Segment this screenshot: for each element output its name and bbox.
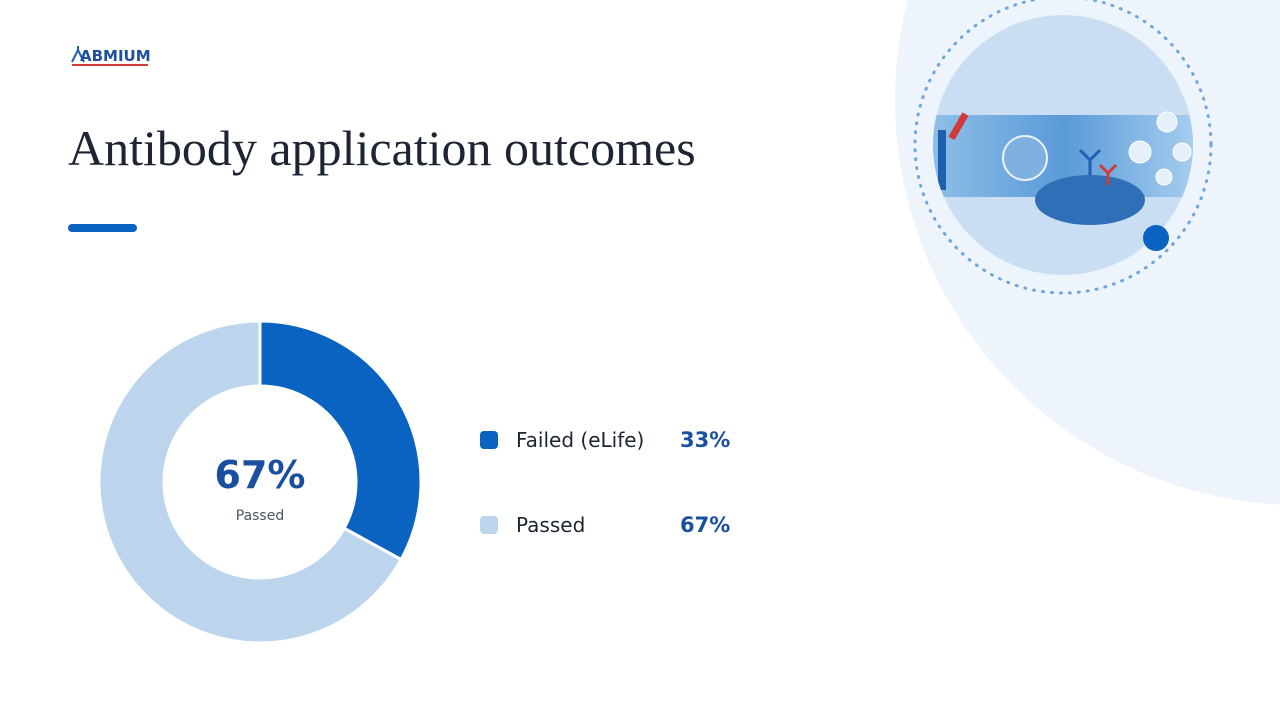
logo-tagline [72,64,148,66]
center-value: 67% [215,453,306,497]
center-label: Passed [236,508,284,524]
title-underline [68,224,137,232]
legend-swatch [480,431,498,449]
donut-slice [258,319,423,562]
logo-icon [71,46,85,63]
legend-swatch [480,516,498,534]
chart-title: Antibody application outcomes [68,120,696,176]
donut [97,319,423,645]
logo: ABMIUM [80,47,151,65]
legend-value: 67% [680,513,730,537]
decor-dot [1143,225,1169,251]
legend-label: Passed [516,513,585,537]
legend: Failed (eLife) 33% Passed 67% [480,428,730,537]
legend-label: Failed (eLife) [516,428,644,452]
hero-image [933,15,1193,275]
legend-value: 33% [680,428,730,452]
donut-slice [97,319,404,645]
dotted-ring [913,0,1213,295]
